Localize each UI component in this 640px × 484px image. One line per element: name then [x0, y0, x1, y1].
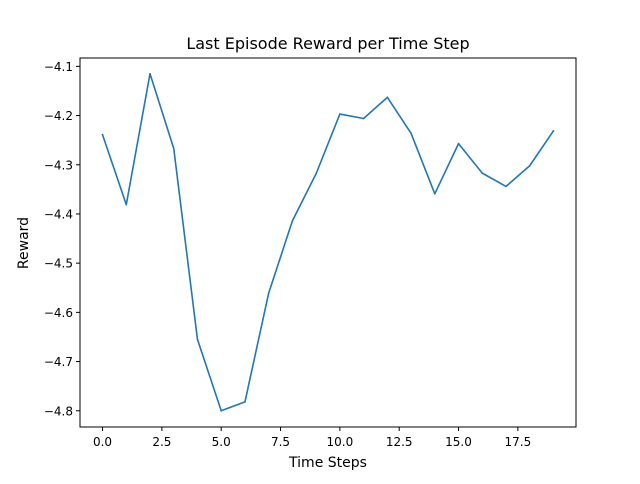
data-point [315, 172, 317, 175]
data-point [220, 409, 223, 412]
y-tick-label: −4.2 [44, 109, 73, 123]
data-point [149, 72, 151, 75]
data-point [101, 133, 104, 136]
x-tick-label: 15.0 [445, 435, 472, 449]
data-point [552, 130, 555, 132]
x-tick-label: 17.5 [504, 435, 531, 449]
data-point [410, 132, 412, 135]
y-tick-label: −4.6 [44, 306, 73, 320]
x-tick-label: 7.5 [271, 435, 290, 449]
y-tick-label: −4.7 [44, 355, 73, 369]
data-point [481, 172, 484, 174]
data-point [362, 117, 365, 120]
data-point [433, 192, 436, 195]
chart-title: Last Episode Reward per Time Step [186, 34, 469, 53]
series-line [101, 72, 555, 412]
data-point [125, 203, 128, 206]
x-tick-label: 2.5 [152, 435, 171, 449]
plot-area: 0.0 2.5 5.0 7.5 10.0 12.5 15.0 17.5 −4.1 −4.2 −4.3… [44, 60, 555, 449]
data-point [505, 185, 507, 188]
data-point [386, 96, 389, 99]
y-tick-label: −4.1 [44, 60, 73, 74]
data-point [172, 147, 175, 150]
x-tick-label: 12.5 [386, 435, 413, 449]
x-tick-label: 5.0 [212, 435, 231, 449]
y-tick-label: −4.3 [44, 158, 73, 172]
plot-frame [79, 57, 577, 428]
y-tick-label: −4.5 [44, 257, 73, 271]
data-point [457, 142, 460, 145]
data-point [244, 401, 246, 403]
y-tick-label: −4.4 [44, 207, 73, 221]
x-tick-label: 10.0 [327, 435, 354, 449]
data-point [291, 220, 294, 222]
data-point [267, 292, 270, 294]
data-point [528, 164, 531, 167]
data-point [339, 113, 341, 115]
data-point [196, 338, 199, 341]
y-axis-label: Reward [16, 217, 32, 269]
x-axis-label: Time Steps [288, 455, 367, 471]
x-tick-label: 0.0 [93, 435, 112, 449]
y-tick-label: −4.8 [44, 404, 73, 418]
